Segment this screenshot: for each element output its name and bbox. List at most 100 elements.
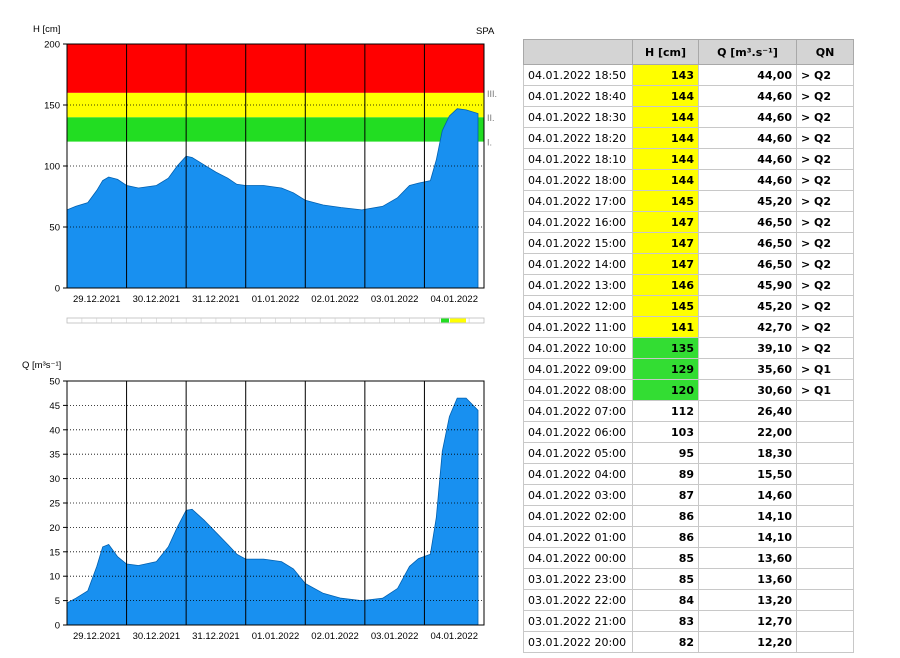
table-row: 04.01.2022 09:00 129 35,60 > Q1 [523, 358, 854, 380]
h-cell: 103 [632, 421, 699, 443]
flood-band-red [67, 44, 484, 93]
corner-label: SPA [476, 26, 495, 37]
time-cell: 04.01.2022 02:00 [523, 505, 633, 527]
qn-cell: > Q2 [796, 253, 854, 275]
h-cell: 141 [632, 316, 699, 338]
qn-cell [796, 442, 854, 464]
plot-frame [66, 43, 485, 289]
time-cell: 04.01.2022 18:10 [523, 148, 633, 170]
h-cell: 129 [632, 358, 699, 380]
flood-band-label: II. [487, 113, 495, 123]
table-row: 04.01.2022 07:00 112 26,40 [523, 400, 854, 422]
table-row: 04.01.2022 15:00 147 46,50 > Q2 [523, 232, 854, 254]
plot-frame [66, 380, 485, 626]
table-row: 04.01.2022 10:00 135 39,10 > Q2 [523, 337, 854, 359]
header-h: H [cm] [632, 39, 699, 65]
table-row: 04.01.2022 00:00 85 13,60 [523, 547, 854, 569]
h-cell: 144 [632, 169, 699, 191]
h-cell: 143 [632, 64, 699, 86]
h-cell: 135 [632, 337, 699, 359]
series-area [66, 397, 479, 626]
table-row: 04.01.2022 01:00 86 14,10 [523, 526, 854, 548]
time-cell: 04.01.2022 13:00 [523, 274, 633, 296]
qn-cell: > Q1 [796, 358, 854, 380]
table-row: 03.01.2022 21:00 83 12,70 [523, 610, 854, 632]
qn-cell [796, 400, 854, 422]
q-cell: 44,60 [698, 169, 797, 191]
y-tick-label: 50 [49, 377, 60, 388]
qn-cell: > Q2 [796, 274, 854, 296]
q-cell: 44,60 [698, 85, 797, 107]
table-row: 04.01.2022 18:40 144 44,60 > Q2 [523, 85, 854, 107]
time-cell: 04.01.2022 15:00 [523, 232, 633, 254]
time-cell: 04.01.2022 18:30 [523, 106, 633, 128]
time-cell: 04.01.2022 12:00 [523, 295, 633, 317]
q-cell: 39,10 [698, 337, 797, 359]
qn-cell [796, 484, 854, 506]
qn-cell [796, 463, 854, 485]
qn-cell: > Q2 [796, 85, 854, 107]
h-cell: 144 [632, 148, 699, 170]
q-cell: 44,60 [698, 127, 797, 149]
qn-cell: > Q2 [796, 169, 854, 191]
time-cell: 04.01.2022 18:20 [523, 127, 633, 149]
y-tick-label: 15 [49, 547, 60, 558]
time-cell: 04.01.2022 09:00 [523, 358, 633, 380]
x-tick-label: 29.12.2021 [73, 294, 121, 305]
time-cell: 03.01.2022 23:00 [523, 568, 633, 590]
table-row: 04.01.2022 04:00 89 15,50 [523, 463, 854, 485]
time-cell: 04.01.2022 05:00 [523, 442, 633, 464]
q-cell: 45,90 [698, 274, 797, 296]
time-cell: 04.01.2022 18:40 [523, 85, 633, 107]
series-area [66, 108, 479, 289]
qn-cell [796, 610, 854, 632]
y-tick-label: 0 [55, 284, 60, 295]
q-cell: 22,00 [698, 421, 797, 443]
y-tick-label: 20 [49, 523, 60, 534]
time-cell: 04.01.2022 11:00 [523, 316, 633, 338]
q-cell: 14,10 [698, 526, 797, 548]
y-tick-label: 10 [49, 572, 60, 583]
table-row: 03.01.2022 23:00 85 13,60 [523, 568, 854, 590]
table-row: 04.01.2022 14:00 147 46,50 > Q2 [523, 253, 854, 275]
h-cell: 85 [632, 568, 699, 590]
y-tick-label: 150 [44, 101, 60, 112]
qn-cell [796, 589, 854, 611]
y-tick-label: 25 [49, 499, 60, 510]
table-row: 04.01.2022 18:50 143 44,00 > Q2 [523, 64, 854, 86]
header-time [523, 39, 633, 65]
qn-cell: > Q2 [796, 316, 854, 338]
h-cell: 144 [632, 127, 699, 149]
q-cell: 46,50 [698, 253, 797, 275]
h-cell: 147 [632, 232, 699, 254]
q-cell: 14,60 [698, 484, 797, 506]
y-tick-label: 100 [44, 162, 60, 173]
table-row: 04.01.2022 18:30 144 44,60 > Q2 [523, 106, 854, 128]
table-row: 04.01.2022 18:10 144 44,60 > Q2 [523, 148, 854, 170]
time-cell: 04.01.2022 04:00 [523, 463, 633, 485]
time-cell: 04.01.2022 18:50 [523, 64, 633, 86]
q-cell: 18,30 [698, 442, 797, 464]
status-strip-yellow [450, 318, 466, 323]
y-tick-label: 200 [44, 40, 60, 51]
q-cell: 14,10 [698, 505, 797, 527]
qn-cell [796, 631, 854, 653]
qn-cell: > Q2 [796, 295, 854, 317]
qn-cell [796, 568, 854, 590]
qn-cell: > Q2 [796, 232, 854, 254]
status-strip-green [441, 318, 449, 323]
table-row: 04.01.2022 08:00 120 30,60 > Q1 [523, 379, 854, 401]
x-tick-label: 03.01.2022 [371, 631, 419, 642]
h-cell: 89 [632, 463, 699, 485]
y-axis-label: Q [m³s⁻¹] [22, 360, 61, 371]
header-q: Q [m³.s⁻¹] [698, 39, 797, 65]
q-cell: 42,70 [698, 316, 797, 338]
q-cell: 30,60 [698, 379, 797, 401]
h-cell: 87 [632, 484, 699, 506]
y-tick-label: 40 [49, 425, 60, 436]
q-cell: 15,50 [698, 463, 797, 485]
time-cell: 04.01.2022 06:00 [523, 421, 633, 443]
table-row: 04.01.2022 02:00 86 14,10 [523, 505, 854, 527]
flood-band-label: I. [487, 138, 492, 148]
y-tick-label: 45 [49, 401, 60, 412]
